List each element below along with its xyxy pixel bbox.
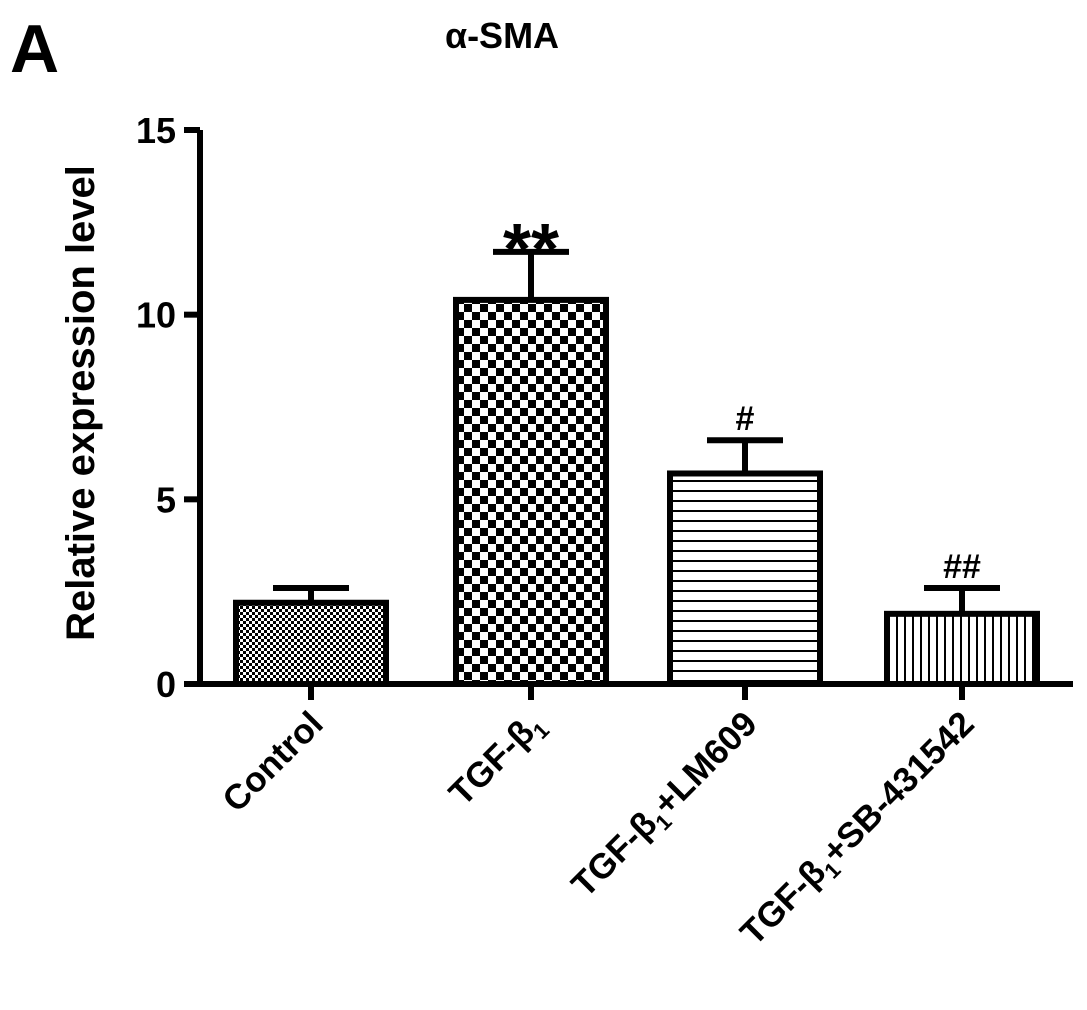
chart-title: α-SMA	[445, 15, 559, 56]
x-tick-label-4: TGF-β1+SB-431542	[733, 704, 985, 956]
y-tick-label-15: 15	[136, 110, 176, 151]
bars: **###	[233, 210, 1040, 688]
y-tick-label-10: 10	[136, 295, 176, 336]
bar-2	[453, 296, 609, 687]
significance-annotation-4: ##	[943, 548, 981, 586]
y-axis-label: Relative expression level	[59, 165, 103, 641]
axes	[184, 127, 1073, 700]
y-tick-label-5: 5	[156, 479, 176, 520]
x-tick-label-2: TGF-β1	[442, 704, 555, 817]
x-tick-label-1: Control	[215, 704, 331, 820]
x-tick-label-3: TGF-β1+LM609	[564, 704, 768, 908]
bar-4	[884, 610, 1040, 687]
panel-label: A	[10, 11, 59, 87]
y-tick-label-0: 0	[156, 664, 176, 705]
significance-annotation-3: #	[736, 400, 755, 438]
bar-1	[233, 599, 389, 687]
significance-annotation-2: **	[503, 210, 559, 290]
bar-3	[667, 470, 823, 688]
